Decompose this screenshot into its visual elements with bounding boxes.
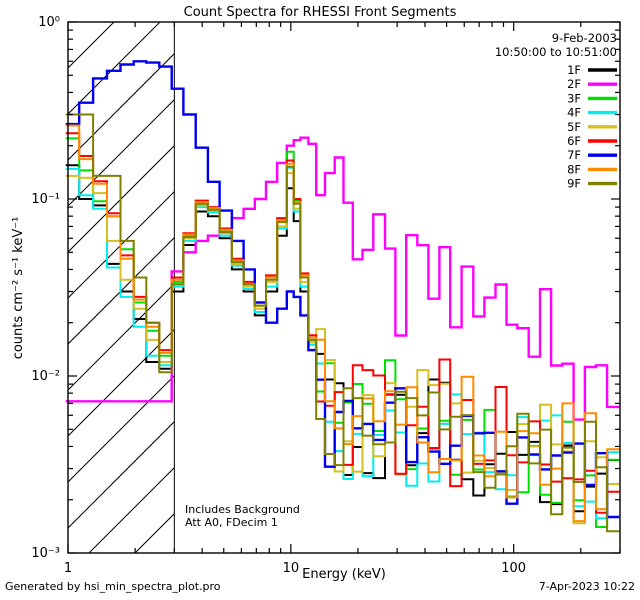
x-tick-label: 10 <box>283 561 300 576</box>
y-tick-label: 10⁻³ <box>31 546 60 561</box>
legend-label-7f: 7F <box>567 148 581 162</box>
legend-label-3f: 3F <box>567 91 581 105</box>
y-tick-label: 10⁰ <box>38 15 60 30</box>
legend-label-9f: 9F <box>567 177 581 191</box>
legend-label-2f: 2F <box>567 77 581 91</box>
hatch-line <box>68 98 175 207</box>
legend-label-1f: 1F <box>567 63 581 77</box>
footer-timestamp: 7-Apr-2023 10:22 <box>539 580 635 593</box>
x-axis-label: Energy (keV) <box>302 567 386 582</box>
hatch-line <box>68 52 175 161</box>
legend-label-8f: 8F <box>567 162 581 176</box>
observation-time-range: 10:50:00 to 10:51:00 <box>495 45 617 59</box>
y-axis-label: counts cm⁻² s⁻¹ keV⁻¹ <box>11 217 26 360</box>
hatch-line <box>68 190 175 299</box>
plot-frame <box>67 21 621 554</box>
x-tick-label: 1 <box>64 561 72 576</box>
legend-label-5f: 5F <box>567 120 581 134</box>
hatch-line <box>68 374 175 483</box>
x-tick-label: 100 <box>501 561 526 576</box>
y-tick-label: 10⁻¹ <box>31 192 60 207</box>
annotation-attenuator-state: Att A0, FDecim 1 <box>185 516 278 529</box>
spectra-series-layer <box>65 60 620 533</box>
legend-label-4f: 4F <box>567 106 581 120</box>
page-title: Count Spectra for RHESSI Front Segments <box>184 5 457 20</box>
axes-layer: 1 10 100 10⁰ 10⁻¹ 10⁻² 10⁻³ <box>31 15 621 576</box>
footer-generator: Generated by hsi_min_spectra_plot.pro <box>5 580 221 593</box>
spectrum-line-2f <box>65 136 620 421</box>
y-tick-label: 10⁻² <box>31 369 60 384</box>
hatch-line <box>68 420 175 529</box>
annotation-includes-background: Includes Background <box>185 503 300 516</box>
legend-label-6f: 6F <box>567 134 581 148</box>
hatch-line <box>68 22 161 115</box>
hatch-line <box>68 236 175 345</box>
spectrum-line-9f <box>65 113 620 533</box>
observation-date: 9-Feb-2003 <box>552 31 617 45</box>
